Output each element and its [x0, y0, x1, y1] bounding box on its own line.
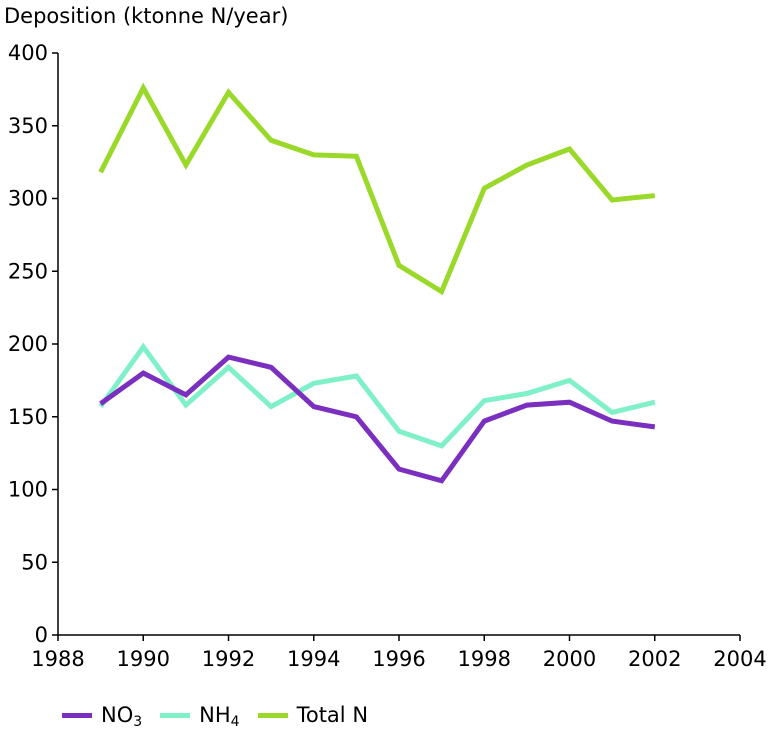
x-tick-label: 1998	[458, 647, 511, 671]
legend-item-total-n: Total N	[257, 703, 369, 727]
legend-label-total-n: Total N	[296, 703, 369, 727]
y-axis-label: Deposition (ktonne N/year)	[4, 4, 289, 28]
legend: NO3 NH4 Total N	[62, 700, 386, 730]
series-line-nh4	[98, 342, 656, 449]
series-line-total-n	[98, 82, 656, 296]
x-tick-label: 1992	[202, 647, 255, 671]
series-lines	[98, 82, 656, 484]
y-tick-label: 200	[8, 332, 48, 356]
y-tick-label: 250	[8, 259, 48, 283]
x-tick-label: 1994	[287, 647, 340, 671]
legend-swatch-nh4	[160, 712, 191, 718]
axes: 0 50 100 150 200 250 300 350 400 1988 1990 1992 1994…	[8, 41, 767, 671]
series-line-no3	[99, 354, 656, 484]
legend-label-nh4: NH4	[199, 703, 240, 730]
legend-swatch-total-n	[257, 712, 288, 718]
y-tick-label: 350	[8, 114, 48, 138]
line-chart: 0 50 100 150 200 250 300 350 400 1988 1990 1992 1994…	[8, 41, 767, 671]
x-tick-label: 1996	[372, 647, 425, 671]
y-tick-label: 0	[35, 623, 48, 647]
x-tick-label: 1990	[117, 647, 170, 671]
y-tick-label: 300	[8, 187, 48, 211]
legend-item-no3: NO3	[62, 703, 143, 730]
y-tick-label: 400	[8, 41, 48, 65]
legend-swatch-no3	[62, 712, 92, 718]
x-tick-label: 2002	[628, 647, 681, 671]
legend-label-no3: NO3	[101, 703, 143, 730]
x-tick-label: 2004	[713, 647, 766, 671]
x-tick-label: 1988	[31, 647, 84, 671]
y-tick-label: 50	[21, 550, 48, 574]
legend-item-nh4: NH4	[160, 703, 240, 730]
x-tick-label: 2000	[543, 647, 596, 671]
y-tick-label: 150	[8, 405, 48, 429]
y-tick-label: 100	[8, 478, 48, 502]
